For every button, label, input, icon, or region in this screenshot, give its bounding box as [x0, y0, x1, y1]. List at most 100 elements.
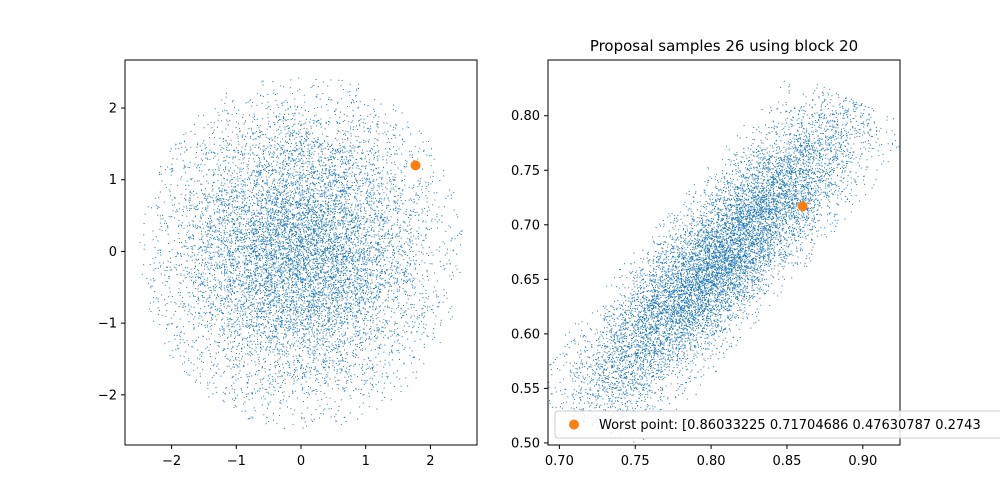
sample-point [340, 264, 342, 266]
sample-point [444, 267, 446, 269]
sample-point [206, 299, 208, 301]
sample-point [285, 291, 287, 293]
sample-point [154, 291, 156, 292]
sample-point [393, 312, 395, 314]
sample-point [209, 215, 211, 217]
sample-point [307, 324, 309, 326]
sample-point [370, 128, 372, 130]
sample-point [352, 213, 354, 215]
sample-point [274, 169, 276, 171]
sample-point [254, 361, 256, 363]
sample-point [259, 272, 261, 274]
sample-point [241, 210, 243, 212]
sample-point [297, 293, 299, 295]
sample-point [275, 229, 277, 231]
sample-point [354, 289, 356, 291]
sample-point [288, 200, 290, 202]
sample-point [237, 274, 239, 276]
sample-point [139, 241, 141, 243]
sample-point [224, 279, 226, 281]
sample-point [340, 166, 341, 168]
sample-point [203, 278, 205, 280]
sample-point [172, 204, 174, 206]
sample-point [294, 112, 296, 114]
sample-point [224, 231, 226, 233]
sample-point [285, 181, 287, 183]
sample-point [218, 168, 220, 170]
sample-point [223, 313, 225, 314]
sample-point [239, 153, 241, 155]
sample-point [180, 142, 182, 144]
sample-point [247, 307, 249, 309]
sample-point [202, 296, 204, 298]
sample-point [335, 226, 337, 228]
sample-point [239, 127, 241, 129]
sample-point [449, 189, 451, 191]
sample-point [257, 178, 259, 180]
sample-point [250, 260, 252, 262]
sample-point [262, 199, 263, 201]
sample-point [291, 300, 293, 302]
sample-point [355, 204, 357, 206]
sample-point [308, 333, 310, 335]
sample-point [385, 299, 387, 301]
sample-point [438, 306, 440, 308]
sample-point [264, 398, 266, 400]
sample-point [308, 290, 310, 292]
sample-point [275, 198, 277, 200]
sample-point [338, 305, 339, 307]
sample-point [288, 260, 290, 262]
sample-point [374, 288, 375, 289]
sample-point [267, 254, 269, 256]
sample-point [364, 303, 366, 305]
sample-point [299, 177, 301, 179]
sample-point [262, 387, 264, 389]
sample-point [300, 297, 302, 298]
sample-point [356, 205, 358, 207]
sample-point [377, 391, 379, 393]
sample-point [374, 336, 376, 337]
sample-point [257, 338, 258, 340]
sample-point [286, 277, 288, 279]
sample-point [331, 159, 332, 160]
sample-point [254, 247, 256, 249]
sample-point [326, 349, 327, 351]
sample-point [313, 293, 315, 295]
sample-point [176, 252, 178, 254]
sample-point [263, 158, 265, 160]
sample-point [274, 295, 276, 297]
sample-point [316, 241, 318, 243]
sample-point [376, 155, 378, 157]
sample-point [401, 190, 403, 192]
sample-point [218, 205, 219, 207]
sample-point [294, 249, 296, 251]
sample-point [280, 212, 281, 214]
sample-point [297, 255, 299, 257]
sample-point [228, 279, 230, 281]
sample-point [244, 262, 246, 264]
sample-point [271, 324, 273, 326]
sample-point [337, 346, 339, 348]
sample-point [388, 278, 390, 280]
sample-point [456, 214, 458, 216]
sample-point [349, 395, 351, 397]
sample-point [330, 330, 332, 332]
sample-point [345, 134, 346, 136]
sample-point [425, 234, 427, 235]
sample-point [335, 287, 337, 288]
sample-point [343, 184, 345, 186]
sample-point [272, 170, 274, 172]
sample-point [222, 141, 224, 143]
sample-point [202, 300, 204, 302]
sample-point [234, 210, 236, 212]
sample-point [384, 233, 386, 235]
sample-point [391, 275, 393, 277]
sample-point [338, 363, 340, 365]
sample-point [343, 366, 345, 367]
sample-point [305, 328, 307, 329]
sample-point [403, 280, 405, 282]
sample-point [345, 212, 347, 214]
sample-point [186, 207, 188, 209]
sample-point [276, 93, 278, 95]
sample-point [185, 172, 186, 174]
